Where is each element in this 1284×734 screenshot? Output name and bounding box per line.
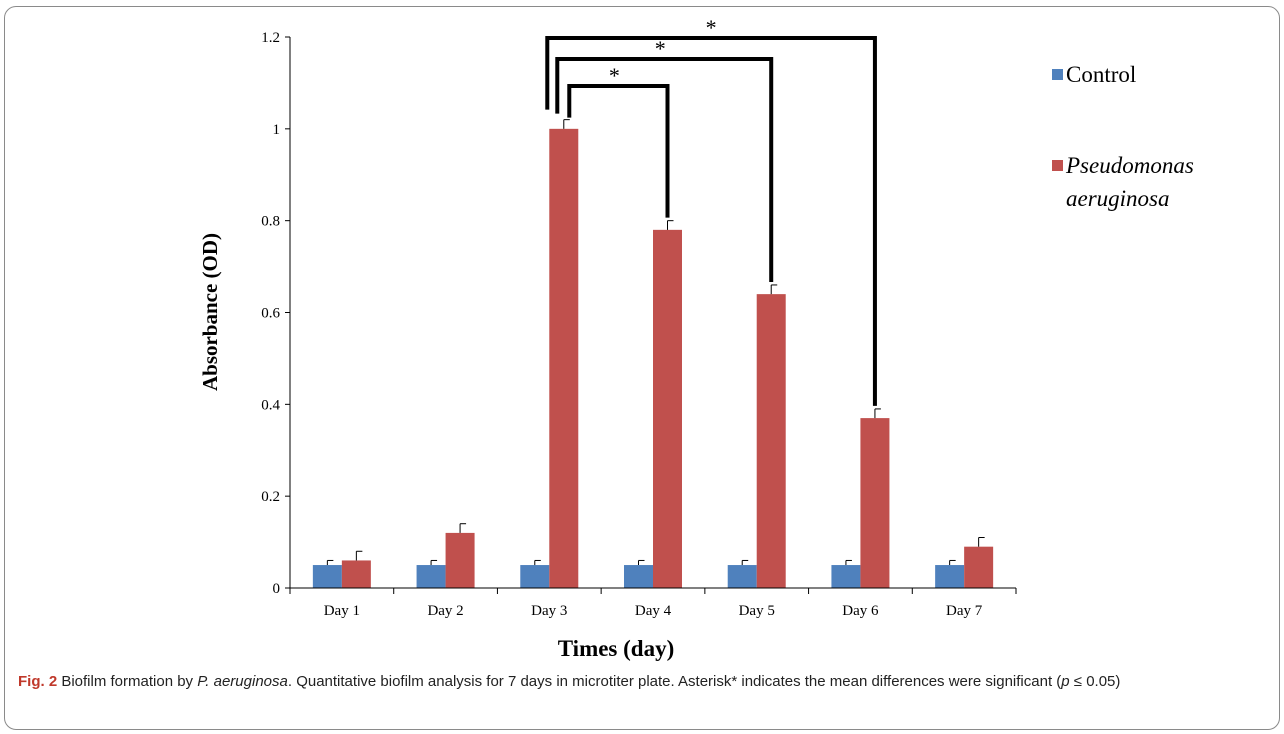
caption-text-3: ≤ 0.05) [1069,673,1121,690]
bars [312,128,994,589]
significance-bracket [555,57,774,282]
bar-control [727,565,757,588]
significance-asterisk: * [706,15,717,40]
figure-caption: Fig. 2 Biofilm formation by P. aeruginos… [18,672,1268,692]
caption-text-1: Biofilm formation by [57,673,198,690]
significance-bracket [545,36,877,406]
x-tick-label: Day 5 [739,603,775,619]
caption-fig-label: Fig. 2 [18,673,58,690]
legend-label-pseudomonas-line1: Pseudomonas [1065,153,1194,178]
x-tick-label: Day 6 [842,603,879,619]
y-tick-label: 0.6 [261,306,280,322]
x-tick-label: Day 2 [427,603,463,619]
y-tick-label: 0.8 [261,214,280,230]
legend-swatch-pseudomonas [1052,160,1063,171]
bar-pseudomonas [964,546,994,588]
y-axis-ticks: 0 0.2 0.4 0.6 0.8 1 1.2 [261,30,290,597]
legend-label-pseudomonas-line2: aeruginosa [1066,186,1170,211]
caption-organism: P. aeruginosa [197,673,288,690]
y-tick-label: 1 [273,122,281,138]
x-axis-ticks: Day 1 Day 2 Day 3 Day 4 Day 5 Day 6 Day 7 [289,588,1017,619]
legend-swatch-control [1052,69,1063,80]
y-tick-label: 0.4 [261,397,280,413]
bar-control [520,565,550,588]
bar-pseudomonas [653,229,682,588]
x-tick-label: Day 4 [635,603,672,619]
bar-pseudomonas [341,560,371,588]
bar-pseudomonas [445,532,475,588]
bar-control [416,565,446,588]
y-tick-label: 1.2 [261,30,280,46]
x-tick-label: Day 1 [324,603,360,619]
bar-pseudomonas [756,294,786,588]
legend: Control Pseudomonas aeruginosa [1052,62,1194,211]
caption-p: p [1061,673,1070,690]
caption-text-2: . Quantitative biofilm analysis for 7 da… [287,673,1062,690]
y-axis-label: Absorbance (OD) [198,233,222,391]
y-tick-label: 0 [273,581,281,597]
bar-control [624,565,653,588]
error-bars [326,119,985,566]
significance-asterisk: * [609,63,620,88]
bar-control [831,565,861,588]
x-tick-label: Day 3 [531,603,567,619]
bar-control [935,565,965,588]
figure-frame [4,6,1280,730]
significance-brackets: * * * [545,15,877,406]
y-tick-label: 0.2 [261,489,280,505]
x-tick-label: Day 7 [946,603,983,619]
significance-asterisk: * [655,36,666,61]
significance-bracket [567,84,670,218]
x-axis-label: Times (day) [558,636,675,661]
bar-pseudomonas [860,418,890,588]
bar-control [312,565,342,588]
legend-label-control: Control [1066,62,1136,87]
bar-pseudomonas [549,128,579,589]
